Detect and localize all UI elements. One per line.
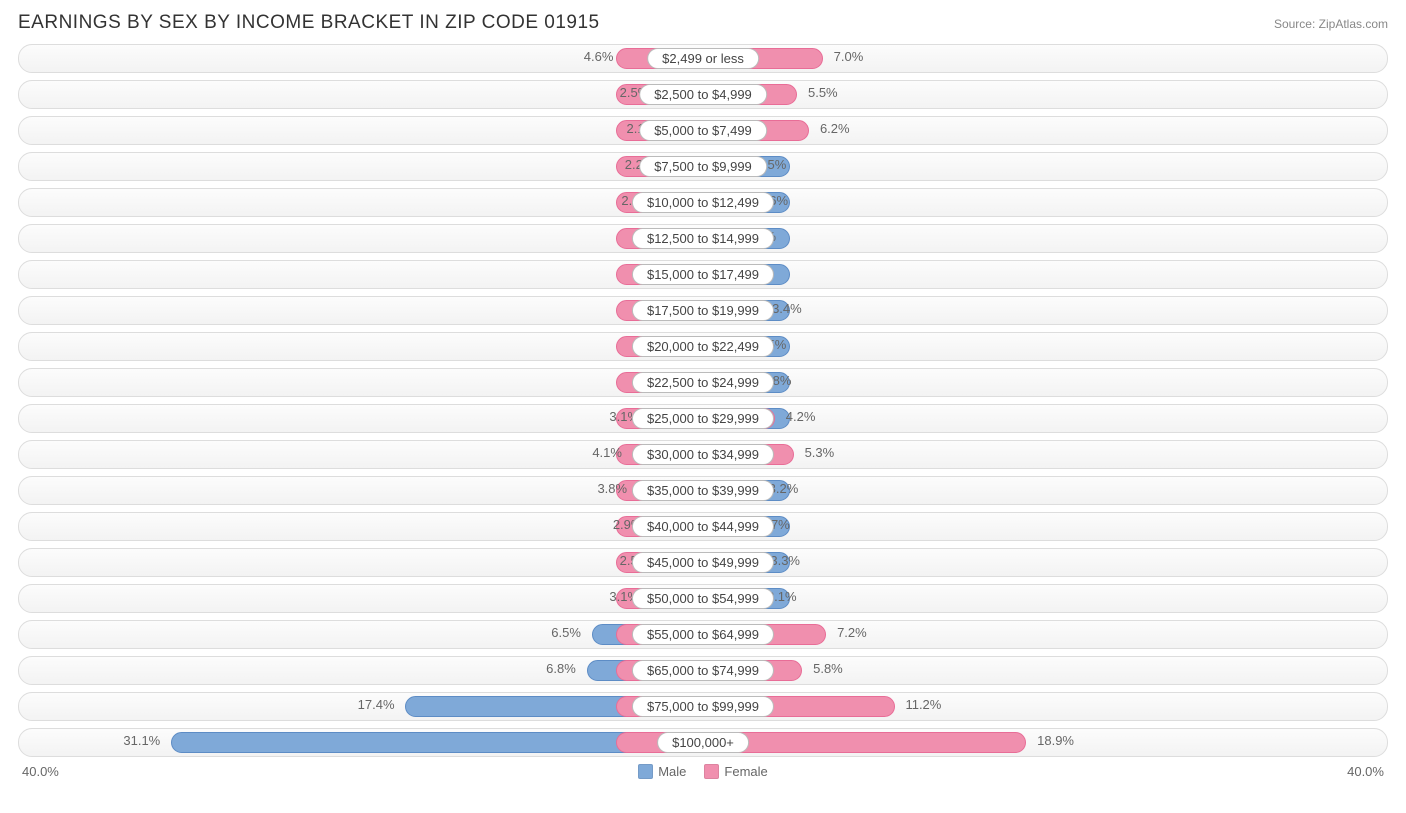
female-pct: 7.0% <box>834 49 864 64</box>
bracket-label: $15,000 to $17,499 <box>632 264 774 285</box>
chart-row: $17,500 to $19,9990.39%3.4% <box>18 296 1388 325</box>
bracket-label: $55,000 to $64,999 <box>632 624 774 645</box>
chart-row: $10,000 to $12,4992.4%2.6% <box>18 188 1388 217</box>
chart-source: Source: ZipAtlas.com <box>1274 17 1388 31</box>
female-pct: 5.5% <box>808 85 838 100</box>
chart-row: $15,000 to $17,4991.2%0.83% <box>18 260 1388 289</box>
bracket-label: $30,000 to $34,999 <box>632 444 774 465</box>
legend: Male Female <box>638 764 768 779</box>
chart-row: $2,499 or less 4.6% 7.0% <box>18 44 1388 73</box>
chart-row: $65,000 to $74,999 6.8% 5.8% <box>18 656 1388 685</box>
chart-title: EARNINGS BY SEX BY INCOME BRACKET IN ZIP… <box>18 12 600 34</box>
chart-area: $2,499 or less 4.6% 7.0% $2,500 to $4,9992.… <box>18 44 1388 757</box>
male-pct: 4.1% <box>592 445 622 460</box>
bracket-label: $2,499 or less <box>647 48 759 69</box>
bracket-label: $50,000 to $54,999 <box>632 588 774 609</box>
bracket-label: $2,500 to $4,999 <box>639 84 767 105</box>
female-pct: 18.9% <box>1037 733 1074 748</box>
legend-female: Female <box>704 764 767 779</box>
male-pct: 31.1% <box>123 733 160 748</box>
legend-male: Male <box>638 764 686 779</box>
chart-row: $35,000 to $39,9993.8%3.2% <box>18 476 1388 505</box>
bracket-label: $35,000 to $39,999 <box>632 480 774 501</box>
chart-row: $2,500 to $4,9992.5%5.5% <box>18 80 1388 109</box>
chart-row: $30,000 to $34,999 4.1% 5.3% <box>18 440 1388 469</box>
chart-row: $22,500 to $24,9991.2%2.8% <box>18 368 1388 397</box>
male-pct: 17.4% <box>358 697 395 712</box>
male-swatch-icon <box>638 764 653 779</box>
chart-footer: 40.0% Male Female 40.0% <box>18 764 1388 779</box>
female-pct: 3.4% <box>772 301 802 316</box>
chart-row: $25,000 to $29,9993.1%4.2% <box>18 404 1388 433</box>
female-pct: 7.2% <box>837 625 867 640</box>
chart-row: $50,000 to $54,9993.1%3.1% <box>18 584 1388 613</box>
female-pct: 5.8% <box>813 661 843 676</box>
bracket-label: $5,000 to $7,499 <box>639 120 767 141</box>
chart-row: $75,000 to $99,999 17.4% 11.2% <box>18 692 1388 721</box>
bracket-label: $10,000 to $12,499 <box>632 192 774 213</box>
female-pct: 3.3% <box>770 553 800 568</box>
chart-row: $12,500 to $14,9991.7%1.9% <box>18 224 1388 253</box>
chart-row: $40,000 to $44,9992.9%2.7% <box>18 512 1388 541</box>
bracket-label: $40,000 to $44,999 <box>632 516 774 537</box>
bracket-label: $100,000+ <box>657 732 749 753</box>
legend-female-label: Female <box>724 764 767 779</box>
bracket-label: $25,000 to $29,999 <box>632 408 774 429</box>
female-pct: 11.2% <box>905 697 941 712</box>
male-pct: 6.5% <box>551 625 581 640</box>
male-pct: 3.8% <box>597 481 627 496</box>
chart-row: $45,000 to $49,9992.5%3.3% <box>18 548 1388 577</box>
bracket-label: $12,500 to $14,999 <box>632 228 774 249</box>
bracket-label: $7,500 to $9,999 <box>639 156 767 177</box>
legend-male-label: Male <box>658 764 686 779</box>
female-pct: 5.3% <box>805 445 835 460</box>
bracket-label: $22,500 to $24,999 <box>632 372 774 393</box>
chart-row: $7,500 to $9,9992.2%2.5% <box>18 152 1388 181</box>
female-swatch-icon <box>704 764 719 779</box>
bracket-label: $20,000 to $22,499 <box>632 336 774 357</box>
axis-right-label: 40.0% <box>1347 764 1384 779</box>
bracket-label: $45,000 to $49,999 <box>632 552 774 573</box>
chart-row: $5,000 to $7,4992.1%6.2% <box>18 116 1388 145</box>
chart-row: $20,000 to $22,4990.81%2.5% <box>18 332 1388 361</box>
female-pct: 6.2% <box>820 121 850 136</box>
male-pct: 6.8% <box>546 661 576 676</box>
bracket-label: $65,000 to $74,999 <box>632 660 774 681</box>
bracket-label: $17,500 to $19,999 <box>632 300 774 321</box>
axis-left-label: 40.0% <box>22 764 59 779</box>
female-pct: 4.2% <box>786 409 816 424</box>
chart-row: $100,000+ 31.1% 18.9% <box>18 728 1388 757</box>
chart-row: $55,000 to $64,999 6.5% 7.2% <box>18 620 1388 649</box>
bracket-label: $75,000 to $99,999 <box>632 696 774 717</box>
chart-header: EARNINGS BY SEX BY INCOME BRACKET IN ZIP… <box>18 12 1388 34</box>
male-pct: 4.6% <box>584 49 614 64</box>
